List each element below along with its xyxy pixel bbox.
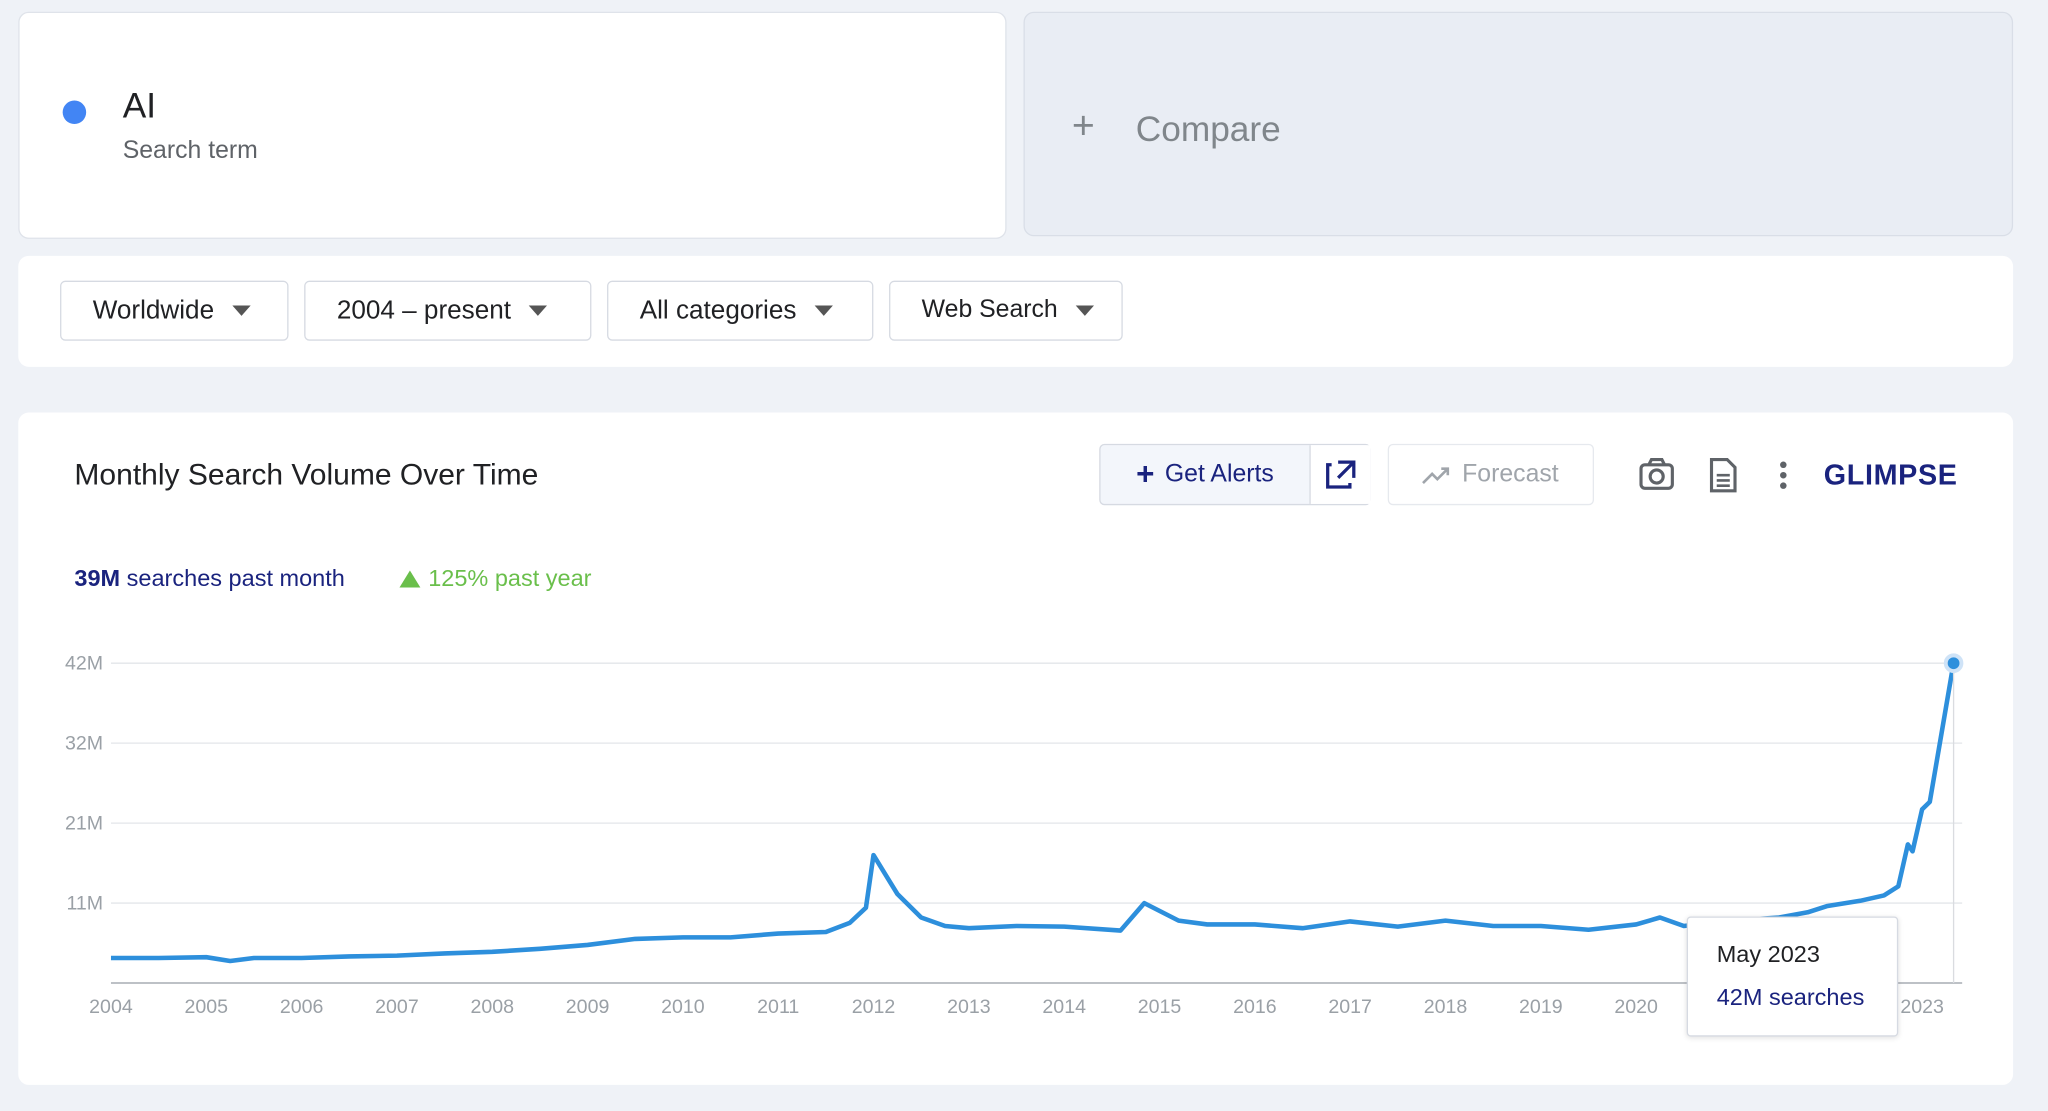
share-button[interactable]	[1309, 445, 1371, 504]
x-tick-label: 2012	[852, 996, 896, 1018]
data-line	[110, 662, 1956, 964]
toolbar-icons	[1639, 457, 1787, 493]
term-card[interactable]: AI Search term	[18, 11, 1007, 239]
x-tick-label: 2014	[1042, 996, 1086, 1018]
tooltip: May 2023 42M searches	[1686, 916, 1899, 1037]
hover-point	[1943, 653, 1964, 673]
x-tick-label: 2019	[1519, 996, 1563, 1018]
x-tick-label: 2007	[375, 996, 419, 1018]
growth-text: 125% past year	[428, 565, 592, 592]
brand-logo[interactable]: GLIMPSE	[1823, 458, 1958, 491]
term-label: Search term	[122, 137, 258, 165]
x-tick-label: 2018	[1424, 996, 1468, 1018]
y-tick-label: 42M	[65, 653, 103, 675]
filter-label: 2004 – present	[336, 295, 512, 325]
category-filter[interactable]: All categories	[607, 280, 874, 341]
x-tick-label: 2023	[1900, 996, 1944, 1018]
chart-card	[18, 412, 2014, 1085]
get-alerts-button[interactable]: + Get Alerts	[1101, 445, 1310, 504]
x-tick-label: 2004	[89, 996, 133, 1018]
time-filter[interactable]: 2004 – present	[304, 280, 592, 341]
volume-text: searches past month	[126, 565, 345, 592]
camera-icon[interactable]	[1639, 457, 1674, 490]
up-arrow	[399, 570, 421, 588]
dropdown-arrow	[232, 305, 251, 316]
location-filter[interactable]: Worldwide	[60, 280, 289, 341]
x-tick-label: 2013	[947, 996, 991, 1018]
trend-icon	[1422, 466, 1450, 484]
x-tick-label: 2008	[470, 996, 514, 1018]
alerts-group: + Get Alerts	[1099, 443, 1371, 506]
filter-label: Worldwide	[92, 295, 215, 325]
x-tick-label: 2010	[661, 996, 705, 1018]
tooltip-date: May 2023	[1716, 941, 1820, 968]
panel-title: Monthly Search Volume Over Time	[74, 456, 539, 491]
plus-icon: +	[1071, 104, 1095, 148]
volume-stat: 39M searches past month	[74, 565, 344, 592]
x-tick-label: 2006	[280, 996, 324, 1018]
external-link-icon	[1326, 460, 1356, 489]
y-tick-label: 21M	[65, 813, 103, 835]
x-tick-label: 2011	[757, 996, 799, 1018]
filter-label: Web Search	[921, 296, 1058, 324]
x-tick-label: 2017	[1328, 996, 1372, 1018]
filter-label: All categories	[639, 295, 797, 325]
more-icon[interactable]	[1780, 461, 1787, 489]
compare-label: Compare	[1135, 109, 1281, 149]
y-tick-label: 32M	[65, 733, 103, 755]
term-dot	[62, 100, 87, 125]
plus-icon: +	[1136, 456, 1155, 492]
term-name: AI	[122, 86, 157, 126]
x-tick-label: 2005	[185, 996, 229, 1018]
button-label: Forecast	[1462, 460, 1559, 488]
dropdown-arrow	[814, 305, 833, 316]
forecast-button[interactable]: Forecast	[1387, 443, 1595, 506]
x-tick-label: 2015	[1138, 996, 1182, 1018]
y-tick-label: 11M	[66, 893, 103, 915]
x-tick-label: 2009	[566, 996, 610, 1018]
growth-stat: 125% past year	[399, 565, 591, 592]
dropdown-arrow	[529, 305, 548, 316]
compare-card[interactable]: + Compare	[1023, 11, 2014, 237]
report-icon[interactable]	[1709, 457, 1737, 493]
x-tick-label: 2020	[1614, 996, 1658, 1018]
button-label: Get Alerts	[1164, 460, 1274, 488]
x-tick-label: 2016	[1233, 996, 1277, 1018]
volume-value: 39M	[74, 565, 121, 592]
dropdown-arrow	[1075, 305, 1095, 316]
search-type-filter[interactable]: Web Search	[889, 280, 1123, 341]
tooltip-value: 42M searches	[1716, 984, 1865, 1011]
